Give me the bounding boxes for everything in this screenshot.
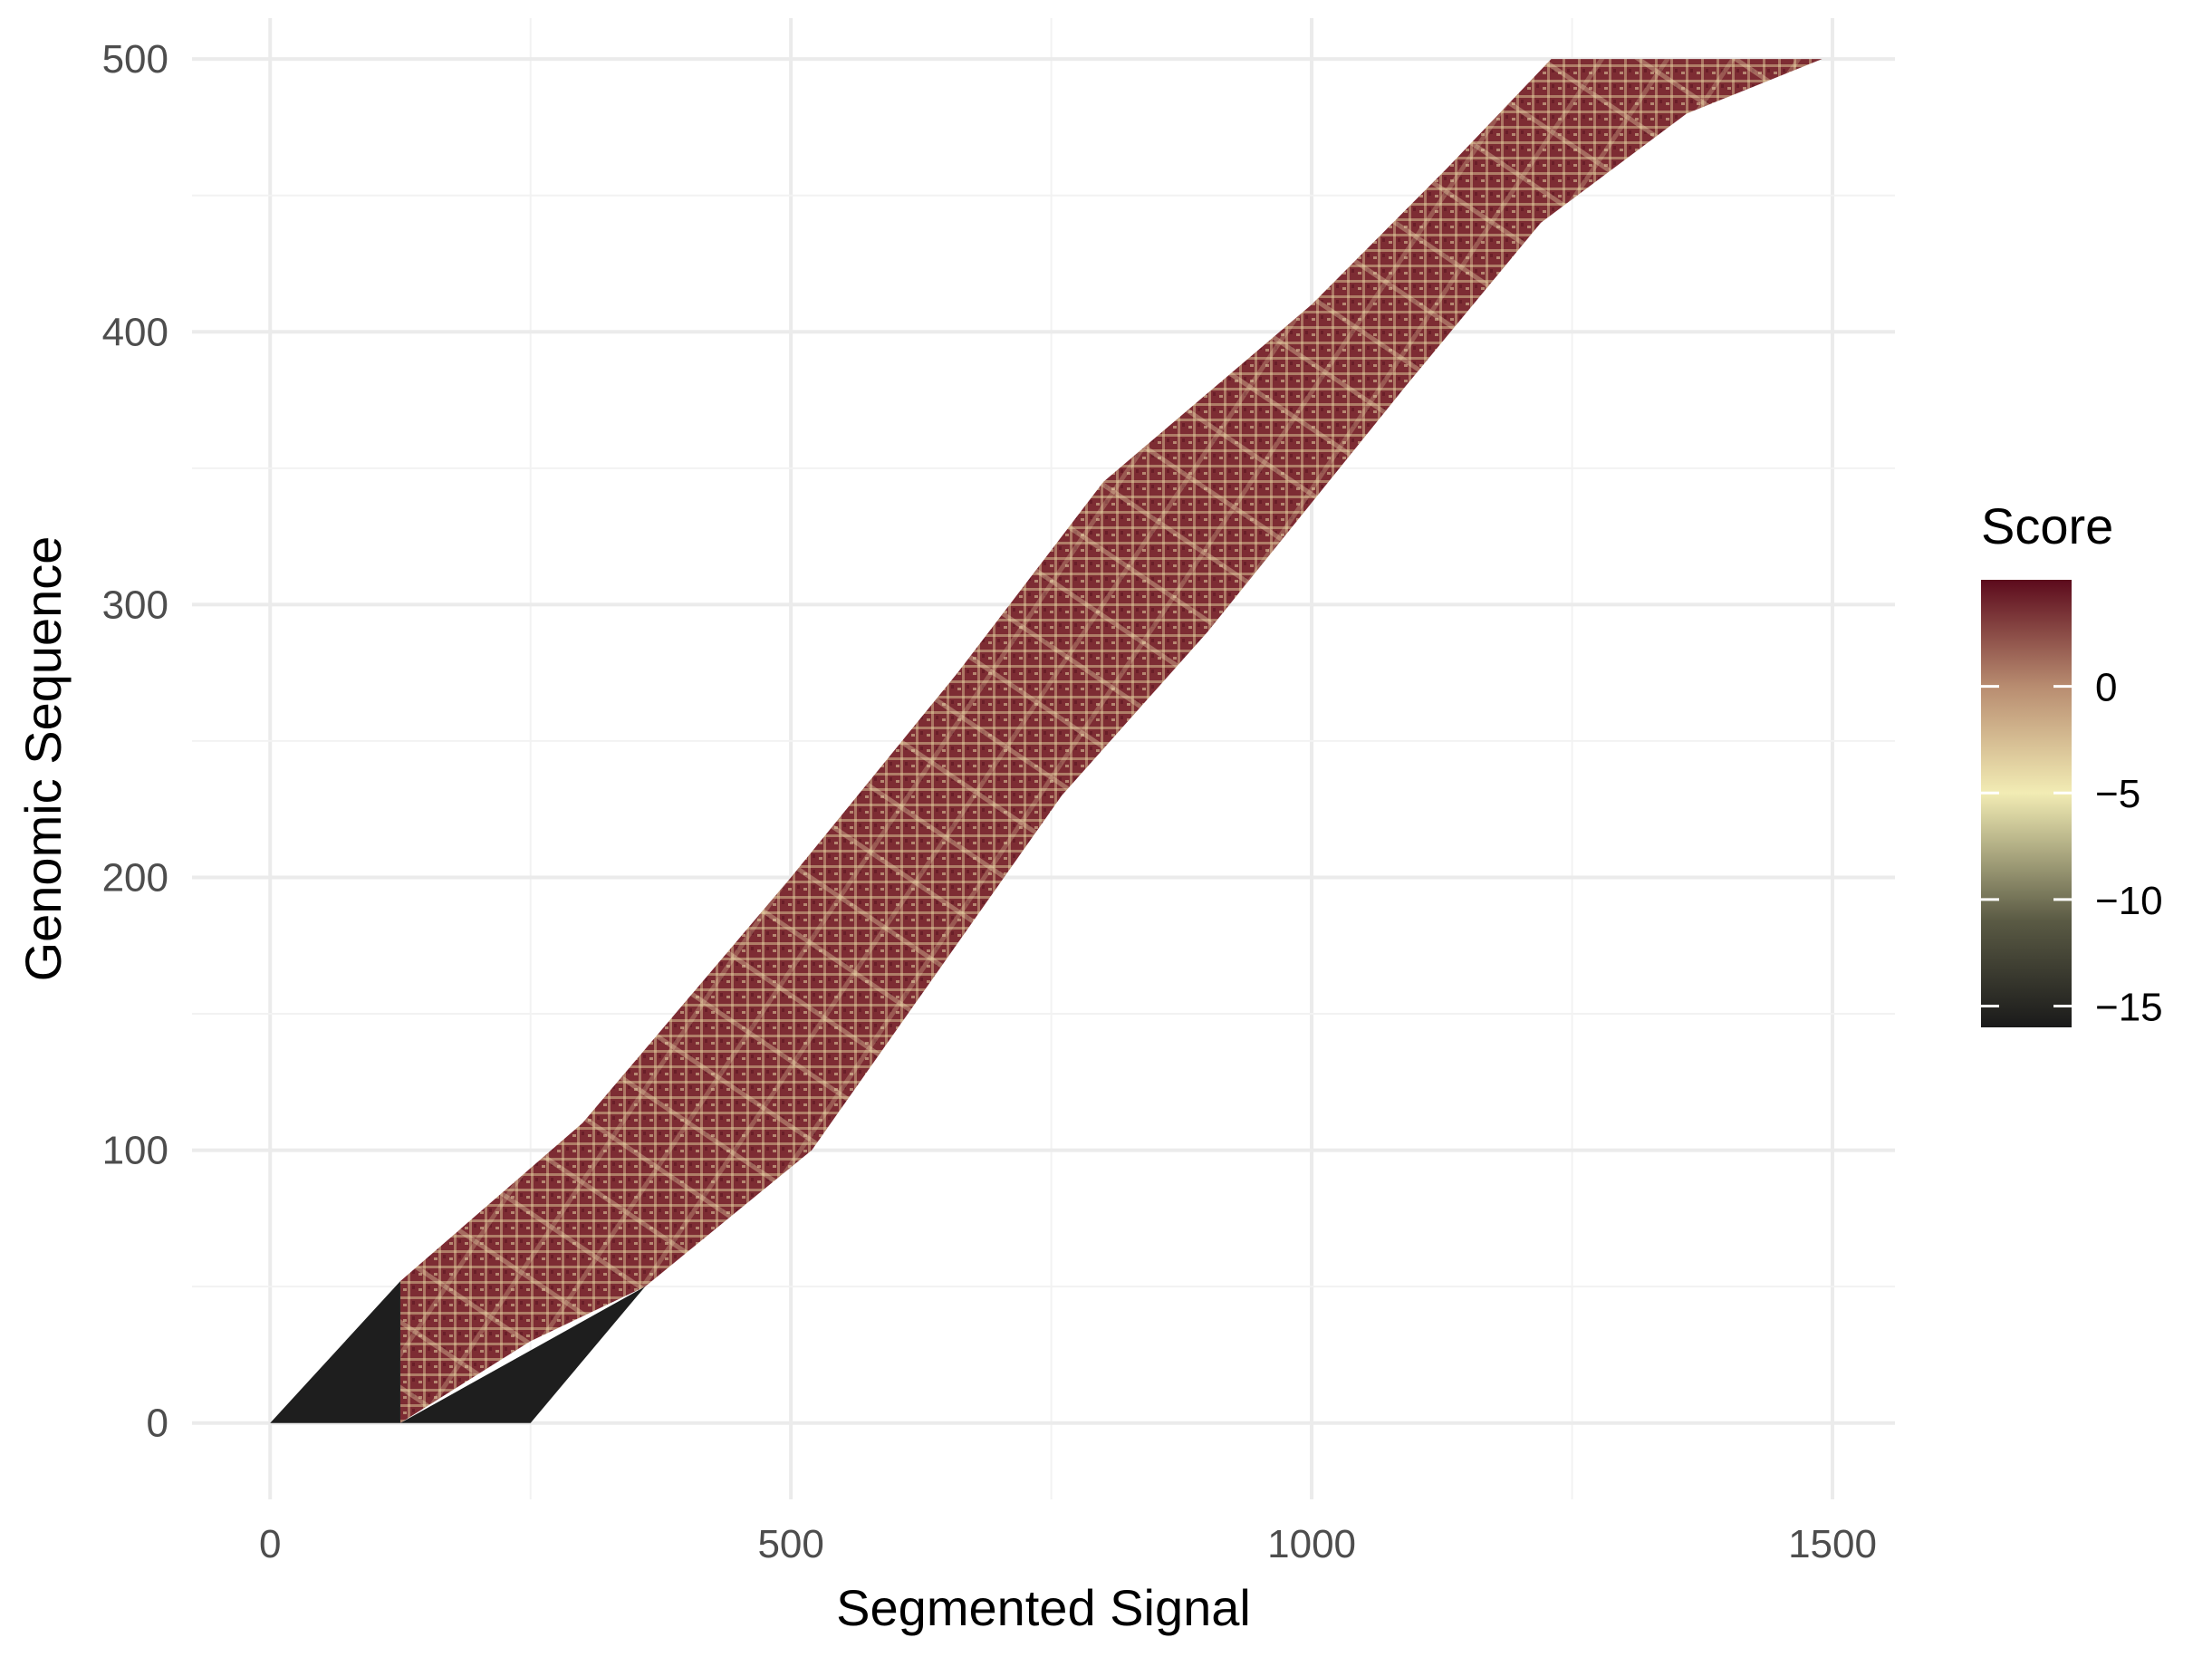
y-tick-label: 200 (102, 855, 168, 900)
masked-region-1 (270, 1281, 400, 1423)
y-tick-label: 100 (102, 1129, 168, 1173)
y-tick-label: 300 (102, 583, 168, 627)
colorbar-tick-label: −10 (2095, 879, 2163, 923)
legend: Score 0 −5 −10 −15 (1981, 497, 2163, 1029)
y-tick-label: 0 (147, 1402, 168, 1446)
x-tick-label: 0 (259, 1522, 281, 1566)
colorbar-tick-label: 0 (2095, 666, 2117, 710)
legend-title: Score (1981, 497, 2113, 554)
y-axis-title: Genomic Sequence (14, 536, 72, 982)
y-tick-label: 500 (102, 37, 168, 82)
colorbar (1981, 580, 2072, 1027)
y-tick-label: 400 (102, 310, 168, 354)
x-tick-label: 1500 (1788, 1522, 1877, 1566)
axes: 0 500 1000 1500 0 100 200 300 400 500 Segmented Si… (14, 37, 1877, 1636)
colorbar-tick-label: −5 (2095, 772, 2140, 816)
score-band-crosshatch (399, 59, 1822, 1423)
data-layer (270, 59, 1822, 1423)
x-axis-title: Segmented Signal (836, 1579, 1251, 1636)
x-tick-label: 1000 (1267, 1522, 1356, 1566)
masked-region-2 (399, 1286, 646, 1423)
colorbar-tick-label: −15 (2095, 985, 2163, 1029)
x-tick-label: 500 (757, 1522, 823, 1566)
